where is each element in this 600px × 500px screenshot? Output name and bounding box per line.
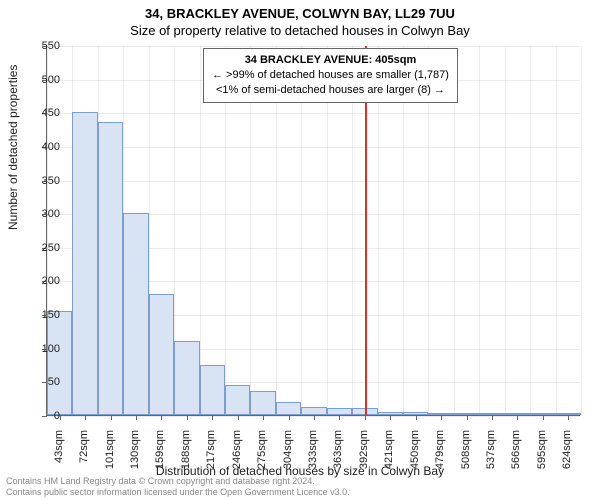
gridline-v <box>530 46 531 415</box>
xtick-mark <box>263 415 264 420</box>
xtick-mark <box>136 415 137 420</box>
histogram-bar <box>123 213 148 415</box>
xtick-mark <box>212 415 213 420</box>
xtick-mark <box>85 415 86 420</box>
gridline-v <box>200 46 201 415</box>
ytick-label: 300 <box>20 208 60 220</box>
histogram-bar <box>225 385 250 415</box>
xtick-mark <box>187 415 188 420</box>
histogram-bar <box>505 413 530 415</box>
y-axis-title: Number of detached properties <box>6 65 20 230</box>
histogram-bar <box>530 413 555 415</box>
xtick-label: 72sqm <box>78 430 90 490</box>
xtick-mark <box>339 415 340 420</box>
gridline-v <box>505 46 506 415</box>
ytick-label: 400 <box>20 141 60 153</box>
xtick-label: 566sqm <box>510 430 522 490</box>
ytick-label: 450 <box>20 107 60 119</box>
gridline-v <box>479 46 480 415</box>
plot-area: 34 BRACKLEY AVENUE: 405sqm ← >99% of deta… <box>46 46 580 416</box>
gridline-v <box>556 46 557 415</box>
histogram-bar <box>98 122 123 415</box>
chart-area: 34 BRACKLEY AVENUE: 405sqm ← >99% of deta… <box>46 46 580 416</box>
xtick-label: 450sqm <box>409 430 421 490</box>
xtick-label: 130sqm <box>129 430 141 490</box>
xtick-mark <box>314 415 315 420</box>
xtick-label: 159sqm <box>154 430 166 490</box>
xtick-mark <box>289 415 290 420</box>
xtick-mark <box>390 415 391 420</box>
xtick-mark <box>543 415 544 420</box>
histogram-bar <box>327 408 352 415</box>
ytick-label: 500 <box>20 74 60 86</box>
histogram-bar <box>250 391 275 415</box>
ytick-label: 250 <box>20 242 60 254</box>
histogram-bar <box>454 413 479 415</box>
xtick-label: 101sqm <box>104 430 116 490</box>
ytick-label: 350 <box>20 175 60 187</box>
ytick-label: 100 <box>20 343 60 355</box>
xtick-mark <box>441 415 442 420</box>
xtick-mark <box>568 415 569 420</box>
gridline-h <box>47 181 580 182</box>
xtick-label: 421sqm <box>383 430 395 490</box>
ytick-label: 200 <box>20 275 60 287</box>
xtick-mark <box>111 415 112 420</box>
xtick-label: 188sqm <box>180 430 192 490</box>
histogram-bar <box>47 311 72 415</box>
page-subtitle: Size of property relative to detached ho… <box>0 21 600 42</box>
histogram-bar <box>556 413 581 415</box>
histogram-bar <box>149 294 174 415</box>
gridline-h <box>47 147 580 148</box>
annotation-line2: ← >99% of detached houses are smaller (1… <box>212 69 449 81</box>
xtick-label: 595sqm <box>536 430 548 490</box>
xtick-label: 537sqm <box>485 430 497 490</box>
xtick-label: 479sqm <box>434 430 446 490</box>
gridline-h <box>47 113 580 114</box>
annotation-box: 34 BRACKLEY AVENUE: 405sqm ← >99% of deta… <box>203 48 458 103</box>
histogram-bar <box>174 341 199 415</box>
xtick-mark <box>467 415 468 420</box>
histogram-bar <box>403 412 428 415</box>
xtick-mark <box>365 415 366 420</box>
xtick-mark <box>238 415 239 420</box>
annotation-line3: <1% of semi-detached houses are larger (… <box>216 84 445 96</box>
gridline-h <box>47 46 580 47</box>
xtick-mark <box>161 415 162 420</box>
ytick-label: 550 <box>20 40 60 52</box>
xtick-label: 217sqm <box>205 430 217 490</box>
gridline-v <box>581 46 582 415</box>
histogram-bar <box>428 413 453 415</box>
xtick-mark <box>517 415 518 420</box>
xtick-label: 275sqm <box>256 430 268 490</box>
histogram-bar <box>479 413 504 415</box>
xtick-label: 304sqm <box>282 430 294 490</box>
xtick-label: 624sqm <box>561 430 573 490</box>
ytick-label: 150 <box>20 309 60 321</box>
xtick-label: 363sqm <box>332 430 344 490</box>
histogram-bar <box>276 402 301 415</box>
xtick-label: 43sqm <box>53 430 65 490</box>
ytick-label: 0 <box>20 410 60 422</box>
histogram-bar <box>301 407 326 415</box>
xtick-label: 246sqm <box>231 430 243 490</box>
page-title: 34, BRACKLEY AVENUE, COLWYN BAY, LL29 7U… <box>0 0 600 21</box>
xtick-mark <box>492 415 493 420</box>
histogram-bar <box>72 112 97 415</box>
histogram-bar <box>378 412 403 415</box>
histogram-bar <box>200 365 225 415</box>
ytick-label: 50 <box>20 376 60 388</box>
annotation-title: 34 BRACKLEY AVENUE: 405sqm <box>245 54 417 66</box>
xtick-label: 333sqm <box>307 430 319 490</box>
xtick-mark <box>416 415 417 420</box>
xtick-label: 392sqm <box>358 430 370 490</box>
xtick-label: 508sqm <box>460 430 472 490</box>
